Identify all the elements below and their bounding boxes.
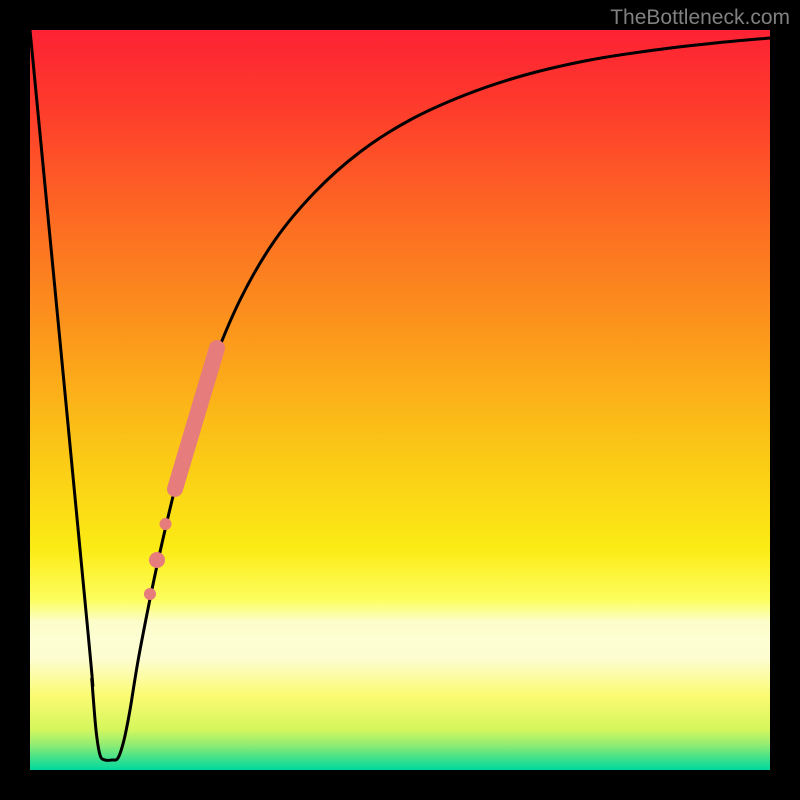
chart-container: TheBottleneck.com [0, 0, 800, 800]
watermark-text: TheBottleneck.com [610, 6, 790, 30]
marker-dot [160, 518, 172, 530]
marker-dot [149, 552, 165, 568]
bottleneck-chart [0, 0, 800, 800]
gradient-background [30, 30, 770, 770]
marker-dot [144, 588, 156, 600]
